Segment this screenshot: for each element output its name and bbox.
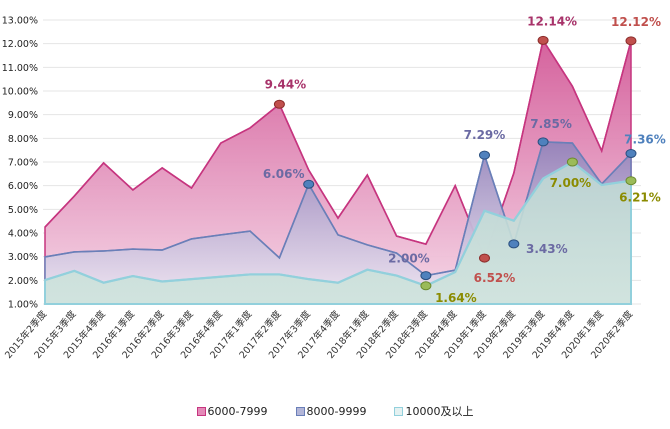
data-label: 6.52% <box>474 271 516 285</box>
data-label: 3.43% <box>526 242 568 256</box>
y-tick-label: 12.00% <box>2 39 38 50</box>
series-line-3 <box>44 160 632 287</box>
y-axis: 1.00% 2.00% 3.00% 4.00% 5.00% 6.00% 7.00% 8.00%… <box>2 16 38 311</box>
y-tick-label: 3.00% <box>8 252 38 263</box>
data-label: 7.00% <box>550 176 592 190</box>
data-marker <box>625 36 637 46</box>
y-tick-label: 5.00% <box>8 205 38 216</box>
data-label: 7.85% <box>530 117 572 131</box>
legend-item-8000-9999[interactable]: 8000-9999 <box>295 403 367 419</box>
series-line-1 <box>44 38 632 261</box>
data-label: 7.36% <box>624 132 666 146</box>
legend-label: 8000-9999 <box>306 404 367 418</box>
data-marker <box>625 148 637 158</box>
data-marker <box>508 239 520 249</box>
y-tick-label: 4.00% <box>8 229 38 240</box>
data-marker <box>537 137 549 147</box>
data-label: 7.29% <box>464 128 506 142</box>
y-tick-label: 1.00% <box>8 300 38 311</box>
legend-swatch <box>295 406 305 416</box>
y-tick-label: 6.00% <box>8 181 38 192</box>
data-label: 12.14% <box>527 14 577 28</box>
x-axis: 2015年2季度2015年3季度2015年4季度2016年1季度2016年2季度… <box>2 308 635 361</box>
data-marker <box>420 281 432 291</box>
legend: 6000-7999 8000-9999 10000及以上 <box>0 403 670 419</box>
data-label: 12.12% <box>611 15 661 29</box>
data-marker <box>566 157 578 167</box>
data-marker <box>273 99 285 109</box>
y-tick-label: 2.00% <box>8 276 38 287</box>
data-marker <box>537 35 549 45</box>
legend-item-6000-7999[interactable]: 6000-7999 <box>196 403 268 419</box>
y-tick-label: 11.00% <box>2 63 38 74</box>
data-marker <box>303 179 315 189</box>
series-line-2 <box>44 141 632 277</box>
data-label: 2.00% <box>388 252 430 266</box>
legend-item-10000-plus[interactable]: 10000及以上 <box>394 403 473 419</box>
y-tick-label: 10.00% <box>2 87 38 98</box>
legend-label: 6000-7999 <box>207 404 268 418</box>
data-markers <box>273 35 637 291</box>
y-tick-label: 8.00% <box>8 134 38 145</box>
data-marker <box>479 253 490 263</box>
data-marker <box>479 150 490 160</box>
y-tick-label: 13.00% <box>2 16 38 27</box>
legend-label: 10000及以上 <box>405 405 474 418</box>
data-label: 1.64% <box>435 291 477 305</box>
y-tick-label: 9.00% <box>8 110 38 121</box>
data-marker <box>625 176 637 186</box>
series-areas <box>44 38 632 305</box>
legend-swatch <box>196 406 206 416</box>
data-marker <box>420 271 432 281</box>
legend-swatch <box>394 406 404 416</box>
data-label: 9.44% <box>265 77 307 91</box>
y-tick-label: 7.00% <box>8 158 38 169</box>
area-chart: 1.00% 2.00% 3.00% 4.00% 5.00% 6.00% 7.00% 8.00%… <box>2 14 666 361</box>
data-label: 6.06% <box>263 167 305 181</box>
data-label: 6.21% <box>619 191 661 205</box>
data-labels: 9.44% 6.52% 12.14% 12.12% 6.06% 2.00% 7.29% 3.4… <box>263 14 666 304</box>
